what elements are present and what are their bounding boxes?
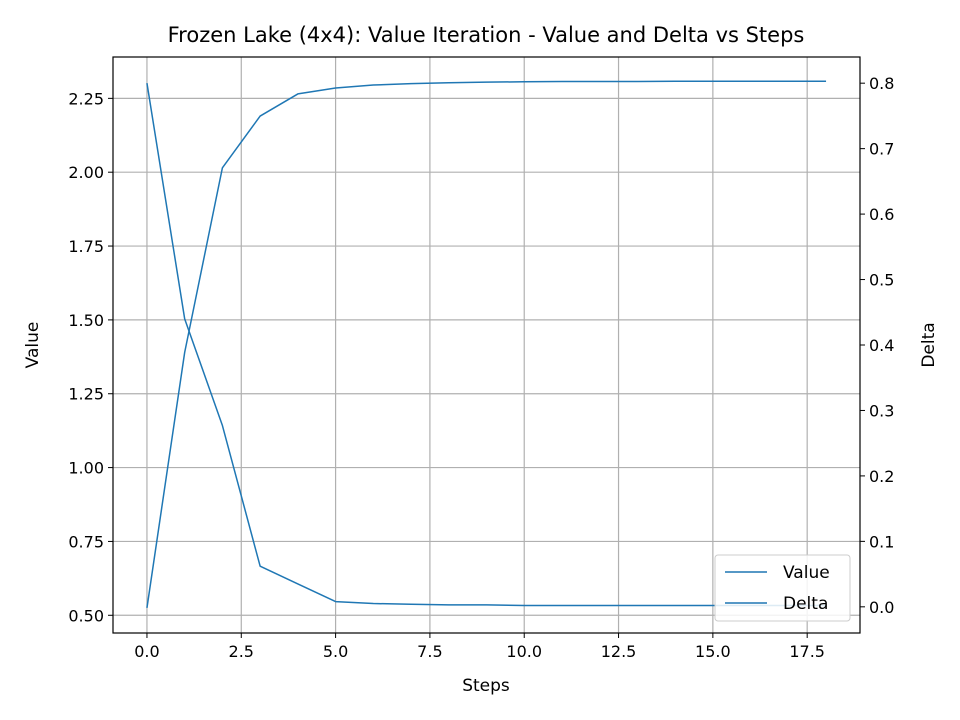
axes: 0.0 2.5 5.0 7.5 10.0 12.5 15.0 17.5 0.50 0.75 1.00… — [68, 74, 894, 661]
x-tick-label-2: 5.0 — [323, 642, 348, 661]
x-tick-label-5: 12.5 — [601, 642, 637, 661]
y-tick-label-2: 1.00 — [68, 459, 104, 478]
y-tick-label-7: 2.25 — [68, 89, 104, 108]
y-tick-label-3: 1.25 — [68, 385, 104, 404]
series-line-delta — [146, 83, 827, 607]
legend-label-delta: Delta — [783, 594, 828, 614]
y-axis-label: Value — [23, 322, 43, 369]
y-tick-label-4: 1.50 — [68, 311, 104, 330]
x-tick-label-4: 10.0 — [506, 642, 542, 661]
y-tick-label-6: 2.00 — [68, 163, 104, 182]
x-tick-label-7: 17.5 — [789, 642, 825, 661]
y-tick-label-1: 0.75 — [68, 532, 104, 551]
y2-tick-label-7: 0.7 — [869, 140, 894, 159]
x-tick-label-1: 2.5 — [229, 642, 254, 661]
grid — [113, 57, 860, 633]
y2-tick-label-8: 0.8 — [869, 74, 894, 93]
y-tick-label-0: 0.50 — [68, 606, 104, 625]
y2-tick-label-2: 0.2 — [869, 467, 894, 486]
x-tick-label-3: 7.5 — [417, 642, 442, 661]
legend-label-value: Value — [783, 563, 830, 583]
x-axis-label: Steps — [462, 676, 510, 696]
y2-tick-label-0: 0.0 — [869, 598, 894, 617]
series-layer — [146, 80, 827, 608]
y2-tick-label-3: 0.3 — [869, 401, 894, 420]
y2-tick-label-1: 0.1 — [869, 532, 894, 551]
y2-tick-label-4: 0.4 — [869, 336, 894, 355]
y-tick-label-5: 1.75 — [68, 237, 104, 256]
chart-title: Frozen Lake (4x4): Value Iteration - Val… — [168, 23, 805, 47]
y2-tick-label-5: 0.5 — [869, 271, 894, 290]
y2-tick-label-6: 0.6 — [869, 205, 894, 224]
y2-axis-label: Delta — [919, 322, 939, 367]
series-line-value — [146, 80, 827, 608]
x-tick-label-6: 15.0 — [695, 642, 731, 661]
legend: Value Delta — [714, 554, 851, 622]
x-tick-label-0: 0.0 — [134, 642, 159, 661]
